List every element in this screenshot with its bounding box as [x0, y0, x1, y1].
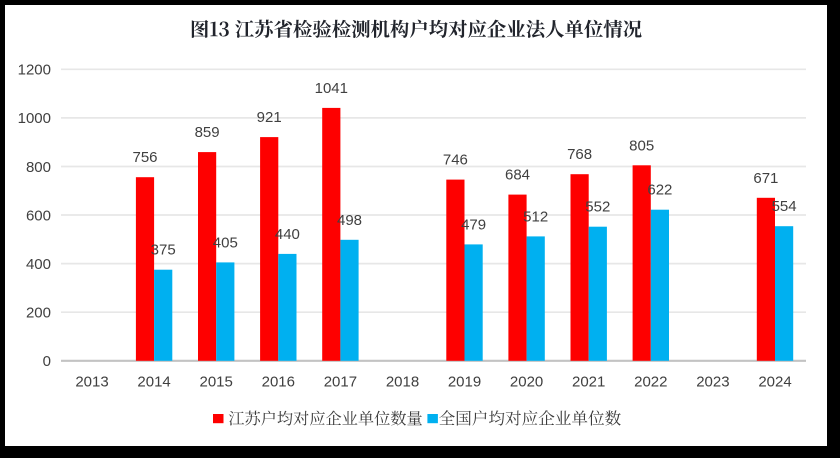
svg-text:0: 0: [43, 353, 51, 370]
svg-text:2013: 2013: [75, 373, 108, 390]
svg-text:554: 554: [772, 198, 797, 215]
svg-text:440: 440: [275, 226, 300, 243]
svg-text:2014: 2014: [137, 373, 170, 390]
svg-text:400: 400: [26, 256, 51, 273]
svg-text:1041: 1041: [315, 80, 348, 97]
svg-text:600: 600: [26, 207, 51, 224]
svg-text:2016: 2016: [262, 373, 295, 390]
svg-text:800: 800: [26, 159, 51, 176]
svg-text:805: 805: [629, 137, 654, 154]
svg-text:2020: 2020: [510, 373, 543, 390]
svg-text:2022: 2022: [634, 373, 667, 390]
svg-text:1200: 1200: [18, 62, 51, 79]
svg-text:684: 684: [505, 167, 530, 184]
svg-text:921: 921: [257, 109, 282, 126]
svg-text:768: 768: [567, 146, 592, 163]
svg-text:859: 859: [195, 124, 220, 141]
svg-text:2023: 2023: [696, 373, 729, 390]
svg-text:479: 479: [461, 216, 486, 233]
svg-text:552: 552: [585, 199, 610, 216]
svg-text:671: 671: [753, 170, 778, 187]
svg-text:2021: 2021: [572, 373, 605, 390]
svg-text:498: 498: [337, 212, 362, 229]
svg-text:200: 200: [26, 305, 51, 322]
svg-text:2015: 2015: [200, 373, 233, 390]
svg-text:746: 746: [443, 152, 468, 169]
svg-text:622: 622: [647, 182, 672, 199]
svg-text:2018: 2018: [386, 373, 419, 390]
svg-text:512: 512: [523, 208, 548, 225]
svg-text:2019: 2019: [448, 373, 481, 390]
svg-text:2024: 2024: [758, 373, 791, 390]
svg-text:2017: 2017: [324, 373, 357, 390]
svg-text:1000: 1000: [18, 110, 51, 127]
svg-text:405: 405: [213, 234, 238, 251]
svg-text:375: 375: [151, 242, 176, 259]
svg-text:756: 756: [132, 149, 157, 166]
